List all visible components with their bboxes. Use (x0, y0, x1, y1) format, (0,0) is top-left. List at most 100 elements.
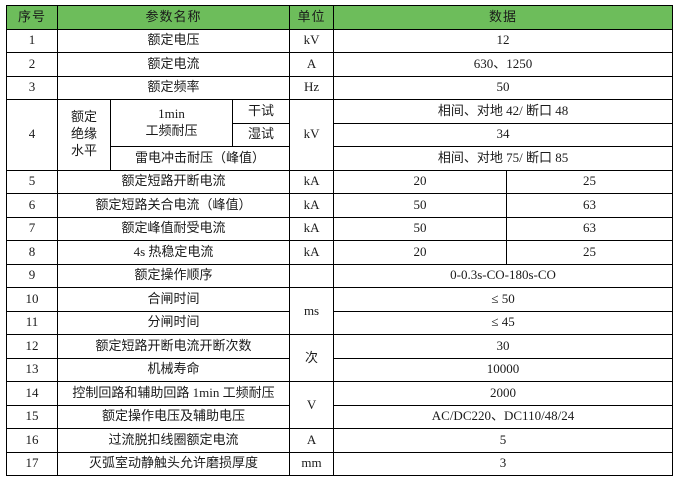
cell-data: 3 (333, 451, 674, 476)
cell-data-right: 63 (506, 193, 674, 218)
table-row: 2 额定电流 A 630、1250 (6, 52, 674, 77)
cell-param-name: 额定电流 (56, 52, 291, 77)
cell-data-left: 50 (333, 193, 508, 218)
cell-data-left: 20 (333, 240, 508, 265)
header-cell-param: 参数名称 (56, 5, 291, 30)
cell-serial: 12 (6, 334, 58, 359)
cell-unit: ms (289, 287, 335, 335)
cell-serial: 16 (6, 428, 58, 453)
cell-param-name: 过流脱扣线圈额定电流 (56, 428, 291, 453)
cell-serial: 5 (6, 169, 58, 194)
spec-table: 序号 参数名称 单位 数据 1 额定电压 kV 12 2 额定电流 A 630、… (6, 5, 674, 476)
cell-serial: 8 (6, 240, 58, 265)
cell-unit: V (289, 381, 335, 429)
cell-data-left: 50 (333, 216, 508, 241)
table-row: 9 额定操作顺序 0-0.3s-CO-180s-CO (6, 263, 674, 288)
cell-param-name: 额定电压 (56, 28, 291, 53)
cell-data: 0-0.3s-CO-180s-CO (333, 263, 674, 288)
table-row: 1 额定电压 kV 12 (6, 28, 674, 53)
table-row: 湿试 34 (7, 122, 674, 147)
cell-serial: 6 (6, 193, 58, 218)
table-row: 12 额定短路开断电流开断次数 次 30 (6, 334, 674, 382)
cell-param-name: 控制回路和辅助回路 1min 工频耐压 (56, 381, 291, 406)
cell-test-wet: 湿试 (231, 122, 291, 147)
cell-unit: kA (289, 216, 335, 241)
cell-unit: kV (289, 99, 335, 171)
header-cell-data: 数据 (333, 5, 674, 30)
cell-serial: 17 (6, 451, 58, 476)
cell-param-name: 额定操作电压及辅助电压 (56, 404, 291, 429)
cell-unit: kA (289, 193, 335, 218)
table-row: 13 机械寿命 10000 (6, 357, 674, 382)
table-row: 3 额定频率 Hz 50 (6, 75, 674, 100)
table-row: 雷电冲击耐压（峰值） 相间、对地 75/ 断口 85 (7, 146, 674, 171)
table-header-row: 序号 参数名称 单位 数据 (6, 5, 674, 30)
cell-unit-empty (289, 263, 335, 288)
cell-serial: 13 (6, 357, 58, 382)
cell-data: ≤ 50 (333, 287, 674, 312)
cell-unit: Hz (289, 75, 335, 100)
cell-serial: 10 (6, 287, 58, 312)
table-row: 6 额定短路关合电流（峰值） kA 50 63 (6, 193, 674, 218)
cell-data: 10000 (333, 357, 674, 382)
cell-data-right: 63 (506, 216, 674, 241)
cell-data: 相间、对地 75/ 断口 85 (333, 146, 674, 171)
table-row: 16 过流脱扣线圈额定电流 A 5 (6, 428, 674, 453)
cell-unit: A (289, 52, 335, 77)
cell-data: 12 (333, 28, 674, 53)
cell-serial: 9 (6, 263, 58, 288)
cell-param-name: 4s 热稳定电流 (56, 240, 291, 265)
table-row: 7 额定峰值耐受电流 kA 50 63 (6, 216, 674, 241)
cell-unit: kA (289, 240, 335, 265)
cell-param-name: 额定峰值耐受电流 (56, 216, 291, 241)
cell-data: 2000 (333, 381, 674, 406)
table-row: 17 灭弧室动静触头允许磨损厚度 mm 3 (6, 451, 674, 476)
cell-param-name: 额定短路关合电流（峰值） (56, 193, 291, 218)
cell-data-right: 25 (506, 169, 674, 194)
header-cell-serial: 序号 (6, 5, 58, 30)
cell-param-name: 额定操作顺序 (56, 263, 291, 288)
cell-param-name: 额定短路开断电流开断次数 (56, 334, 291, 359)
table-row: 8 4s 热稳定电流 kA 20 25 (6, 240, 674, 265)
cell-param-name: 合闸时间 (56, 287, 291, 312)
cell-param-name: 灭弧室动静触头允许磨损厚度 (56, 451, 291, 476)
cell-serial: 4 (6, 99, 58, 171)
cell-param-name: 机械寿命 (56, 357, 291, 382)
table-row: 14 控制回路和辅助回路 1min 工频耐压 V 2000 (6, 381, 674, 429)
cell-data-right: 25 (506, 240, 674, 265)
cell-param-sub: 1min 工频耐压 (110, 99, 233, 147)
cell-unit: kV (289, 28, 335, 53)
cell-unit: kA (289, 169, 335, 194)
cell-serial: 1 (6, 28, 58, 53)
cell-data: 相间、对地 42/ 断口 48 (333, 99, 674, 124)
table-row: 15 额定操作电压及辅助电压 AC/DC220、DC110/48/24 (6, 404, 674, 429)
cell-serial: 7 (6, 216, 58, 241)
cell-serial: 11 (6, 310, 58, 335)
cell-param-name: 分闸时间 (56, 310, 291, 335)
cell-data: 5 (333, 428, 674, 453)
cell-serial: 3 (6, 75, 58, 100)
cell-data: 50 (333, 75, 674, 100)
cell-data-left: 20 (333, 169, 508, 194)
cell-data: 30 (333, 334, 674, 359)
cell-data: 630、1250 (333, 52, 674, 77)
cell-param-group: 额定 绝缘 水平 (57, 99, 111, 171)
cell-unit: 次 (289, 334, 335, 382)
header-cell-unit: 单位 (289, 5, 335, 30)
cell-data: AC/DC220、DC110/48/24 (333, 404, 674, 429)
cell-param-impulse: 雷电冲击耐压（峰值） (109, 146, 291, 171)
cell-serial: 2 (6, 52, 58, 77)
cell-data: 34 (333, 122, 674, 147)
table-row: 11 分闸时间 ≤ 45 (6, 310, 674, 335)
table-row: 10 合闸时间 ms ≤ 50 (6, 287, 674, 335)
cell-serial: 14 (6, 381, 58, 406)
cell-data: ≤ 45 (333, 310, 674, 335)
cell-param-name: 额定频率 (56, 75, 291, 100)
table-row: 4 额定 绝缘 水平 1min 工频耐压 干试 kV 相间、对地 42/ 断口 … (6, 99, 674, 171)
cell-unit: A (289, 428, 335, 453)
table-row: 5 额定短路开断电流 kA 20 25 (6, 169, 674, 194)
cell-param-name: 额定短路开断电流 (56, 169, 291, 194)
cell-test-dry: 干试 (231, 99, 291, 124)
cell-serial: 15 (6, 404, 58, 429)
